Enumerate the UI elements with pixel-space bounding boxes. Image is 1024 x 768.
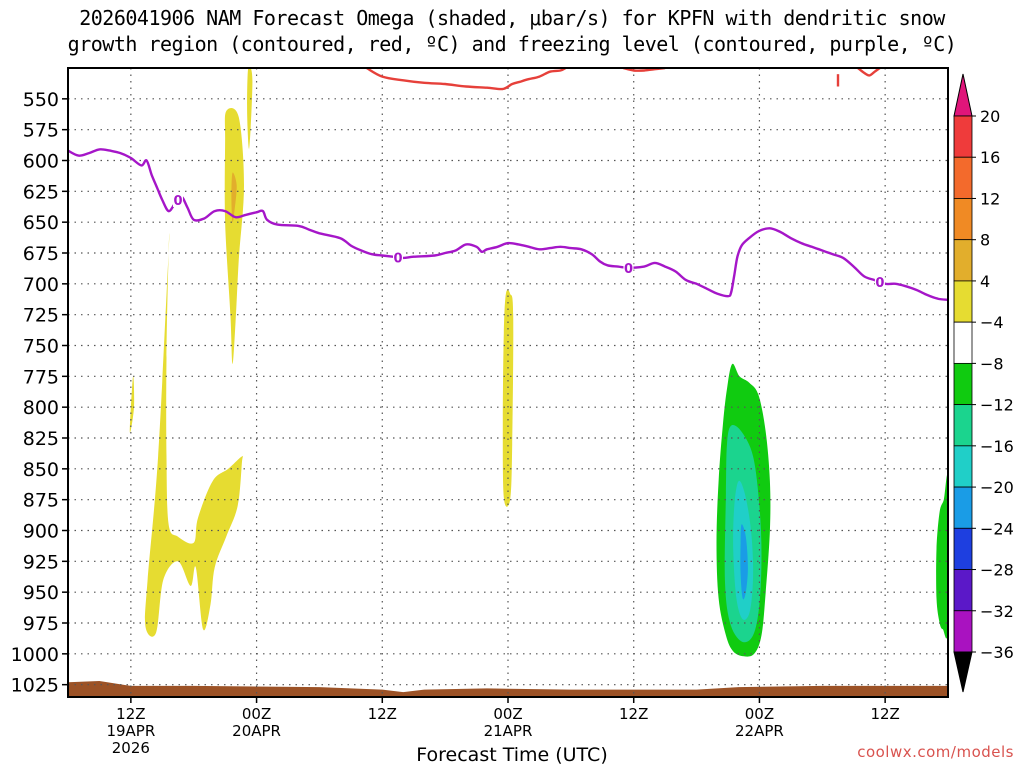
y-tick-label: 925 <box>23 551 59 573</box>
colorbar-label: 16 <box>980 148 1000 167</box>
y-tick-label: 775 <box>23 366 59 388</box>
colorbar-label: −4 <box>980 313 1004 332</box>
x-tick-label: 00Z <box>493 705 522 723</box>
contour-dendritic-snow-growth-region-4 <box>857 68 881 77</box>
colorbar-band <box>953 569 973 612</box>
colorbar-label: 12 <box>980 189 1000 208</box>
contour-label: 0 <box>875 276 884 291</box>
x-tick-label: 21APR <box>484 722 533 740</box>
colorbar-band <box>953 198 973 241</box>
x-tick-label: 12Z <box>870 705 899 723</box>
colorbar-label: −8 <box>980 354 1004 373</box>
y-tick-label: 675 <box>23 243 59 265</box>
y-tick-label: 975 <box>23 613 59 635</box>
y-tick-label: 625 <box>23 181 59 203</box>
contour-label-bg <box>393 250 403 265</box>
colorbar-band <box>953 280 973 323</box>
colorbar-label: 20 <box>980 107 1000 126</box>
colorbar-band <box>953 445 973 488</box>
colorbar-bottom-arrow <box>953 651 973 693</box>
contour-layer: 0 0 0 0 <box>68 68 948 302</box>
colorbar: 20 16 12 8 4 −4 −8 −12 −16 −20 −24 −28 −32 −36 <box>953 73 1014 693</box>
colorbar-label: −12 <box>980 396 1014 415</box>
x-tick-label: 00Z <box>745 705 774 723</box>
y-tick-label: 850 <box>23 459 59 481</box>
contour-label-bg <box>874 274 885 289</box>
x-tick-label: 22APR <box>735 722 784 740</box>
contour-label-bg <box>623 260 634 275</box>
contour-label-bg <box>173 192 183 207</box>
y-tick-label: 600 <box>23 151 59 173</box>
y-tick-label: 650 <box>23 212 59 234</box>
watermark: coolwx.com/models <box>857 743 1014 761</box>
x-tick-label: 20APR <box>232 722 281 740</box>
y-tick-label: 875 <box>23 490 59 512</box>
colorbar-band <box>953 610 973 653</box>
colorbar-band <box>953 486 973 529</box>
y-axis: 550 575 600 625 650 675 700 725 750 775 800 825 850 8… <box>11 89 68 697</box>
y-tick-label: 800 <box>23 397 59 419</box>
contour-dendritic-snow-growth-region-1 <box>365 68 567 91</box>
colorbar-band <box>953 321 973 364</box>
contour-freezing-level-0 <box>68 148 948 302</box>
colorbar-band <box>953 239 973 282</box>
colorbar-label: −32 <box>980 602 1014 621</box>
colorbar-label: −20 <box>980 478 1014 497</box>
y-tick-label: 825 <box>23 428 59 450</box>
chart-title-line-1: 2026041906 NAM Forecast Omega (shaded, μ… <box>79 6 945 30</box>
colorbar-band <box>953 527 973 570</box>
colorbar-top-arrow <box>953 73 973 117</box>
omega-region-1 <box>144 233 244 637</box>
ground-layer <box>68 681 948 697</box>
y-tick-label: 700 <box>23 274 59 296</box>
x-tick-label: 12Z <box>368 705 397 723</box>
colorbar-label: −36 <box>980 643 1014 662</box>
x-tick-label: 19APR <box>106 722 155 740</box>
ground-surface <box>68 681 948 697</box>
omega-region-4 <box>247 68 253 149</box>
y-tick-label: 1000 <box>11 644 59 666</box>
colorbar-band <box>953 404 973 447</box>
contour-label: 0 <box>393 251 402 266</box>
y-tick-label: 550 <box>23 89 59 111</box>
colorbar-band <box>953 156 973 199</box>
y-tick-label: 575 <box>23 120 59 142</box>
omega-region-2 <box>224 108 244 365</box>
x-tick-label: 00Z <box>242 705 271 723</box>
chart-title-line-2: growth region (contoured, red, ºC) and f… <box>67 32 957 56</box>
colorbar-label: 4 <box>980 272 990 291</box>
colorbar-label: −24 <box>980 519 1014 538</box>
x-tick-label: 12Z <box>619 705 648 723</box>
colorbar-band <box>953 362 973 406</box>
x-tick-label: 2026 <box>112 739 150 757</box>
y-tick-label: 750 <box>23 336 59 358</box>
y-tick-label: 725 <box>23 305 59 327</box>
contour-label: 0 <box>173 194 182 209</box>
colorbar-label: 8 <box>980 231 990 250</box>
omega-region-10 <box>936 474 948 639</box>
colorbar-label: −16 <box>980 437 1014 456</box>
omega-shading-layer <box>129 68 948 657</box>
x-tick-label: 12Z <box>116 705 145 723</box>
contour-label: 0 <box>624 262 633 277</box>
omega-region-0 <box>129 375 135 433</box>
colorbar-band <box>953 115 973 158</box>
y-tick-label: 1025 <box>11 675 59 697</box>
x-axis-label: Forecast Time (UTC) <box>416 744 608 766</box>
omega-region-5 <box>502 289 514 507</box>
y-tick-label: 950 <box>23 582 59 604</box>
omega-region-3 <box>231 172 237 223</box>
colorbar-label: −28 <box>980 561 1014 580</box>
y-tick-label: 900 <box>23 521 59 543</box>
grid-layer <box>68 68 948 697</box>
